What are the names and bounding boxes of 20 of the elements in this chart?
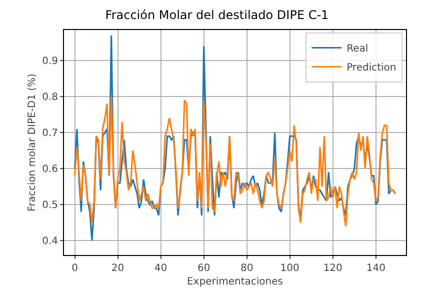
y-tick-label: 0.8	[42, 92, 58, 104]
x-tick-label: 60	[197, 263, 210, 274]
y-tick-label: 0.5	[42, 200, 58, 212]
x-axis-title: Experimentaciones	[186, 276, 284, 288]
x-tick-label: 40	[154, 263, 168, 274]
y-tick-label: 0.4	[42, 236, 58, 248]
x-tick-label: 80	[240, 263, 254, 274]
x-tick-label: 20	[111, 263, 124, 274]
y-tick-label: 0.9	[42, 56, 58, 68]
chart-title: Fracción Molar del destilado DIPE C-1	[105, 8, 329, 22]
x-tick-label: 140	[366, 263, 386, 274]
x-tick-label: 100	[280, 263, 300, 274]
line-series	[74, 96, 396, 227]
y-tick-label: 0.6	[42, 164, 58, 176]
y-axis-title: Fraccion molar DIPE-D1 (%)	[27, 73, 38, 212]
x-tick-label: 120	[323, 263, 342, 274]
y-tick-label: 0.7	[42, 128, 58, 140]
legend-label: Prediction	[346, 62, 396, 74]
legend-label: Real	[346, 44, 368, 55]
x-tick-label: 0	[72, 263, 78, 274]
